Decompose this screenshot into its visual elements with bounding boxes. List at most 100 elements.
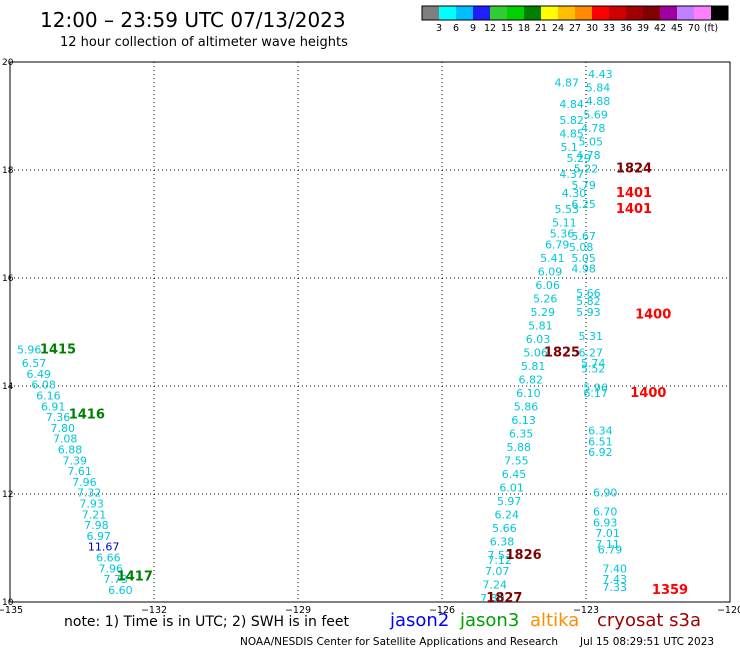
colorbar-border	[421, 5, 729, 21]
colorbar-label: 24	[552, 23, 564, 34]
pass-time-label: 1825	[544, 345, 580, 360]
pass-time-label: 1359	[652, 583, 688, 598]
wave-height-point: 6.57	[22, 357, 47, 370]
wave-height-point: 4.88	[586, 95, 611, 108]
wave-height-point: 7.53	[487, 549, 512, 562]
wave-height-point: 7.40	[603, 562, 628, 575]
wave-height-point: 5.97	[497, 495, 522, 508]
mission-jason3: jason3	[459, 610, 519, 631]
x-tick-label: −126	[429, 605, 455, 616]
wave-height-point: 6.92	[588, 446, 613, 459]
wave-height-point: 6.13	[511, 414, 536, 427]
wave-height-point: 5.74	[581, 357, 606, 370]
wave-height-point: 7.12	[487, 554, 512, 567]
pass-time-label: 1400	[635, 308, 671, 323]
colorbar-label: (ft)	[704, 23, 718, 34]
mission-jason2: jason2	[389, 610, 449, 631]
colorbar-label: 3	[436, 23, 442, 34]
wave-height-point: 5.96	[17, 344, 42, 357]
y-tick-label: 10	[2, 598, 14, 608]
wave-height-point: 5.36	[550, 228, 575, 241]
pass-time-label: 1416	[69, 407, 105, 422]
wave-height-point: 5.08	[569, 241, 594, 254]
y-tick-label: 16	[2, 274, 14, 284]
mission-altika: altika	[530, 610, 579, 631]
colorbar-label: 70	[688, 23, 700, 34]
chart-title: 12:00 – 23:59 UTC 07/13/2023	[40, 8, 346, 32]
y-tick-label: 14	[2, 382, 14, 392]
wave-height-point: 7.80	[51, 422, 76, 435]
wave-height-point: 4.78	[576, 149, 601, 162]
wave-height-point: 5.66	[492, 522, 517, 535]
colorbar-swatch	[473, 6, 490, 20]
wave-height-point: 5.11	[552, 217, 577, 230]
wave-height-point: 4.43	[588, 68, 613, 81]
wave-height-point: 4.85	[559, 128, 584, 141]
wave-height-point: 4.37	[559, 168, 584, 181]
x-tick-label: −135	[0, 605, 23, 616]
wave-height-point: 5.31	[579, 330, 604, 343]
colorbar-swatch	[609, 6, 626, 20]
colorbar-swatch	[541, 6, 558, 20]
wave-height-point: 6.25	[571, 198, 596, 211]
colorbar-swatch	[694, 6, 711, 20]
colorbar-swatch	[524, 6, 541, 20]
wave-height-point: 5.69	[583, 109, 608, 122]
wave-height-point: 5.86	[514, 400, 539, 413]
colorbar-label: 39	[637, 23, 649, 34]
wave-height-point: 6.45	[502, 468, 527, 481]
colorbar-swatch	[507, 6, 524, 20]
pass-time-label: 1415	[40, 343, 76, 358]
chart-subtitle: 12 hour collection of altimeter wave hei…	[60, 35, 348, 50]
wave-height-point: 6.60	[108, 584, 133, 597]
wave-height-point: 6.01	[499, 481, 524, 494]
colorbar-label: 6	[453, 23, 459, 34]
wave-height-point: 7.96	[72, 476, 97, 489]
wave-height-point: 6.91	[41, 400, 66, 413]
wave-height-point: 5.82	[559, 114, 584, 127]
x-tick-label: −123	[573, 605, 599, 616]
wave-height-point: 5.81	[528, 319, 553, 332]
wave-height-point: 6.10	[516, 387, 541, 400]
wave-height-point: 6.08	[31, 379, 56, 392]
colorbar-swatch	[592, 6, 609, 20]
colorbar-label: 45	[671, 23, 683, 34]
wave-height-point: 5.26	[533, 292, 558, 305]
wave-height-point: 5.52	[581, 363, 606, 376]
pass-time-label: 1827	[486, 591, 522, 606]
wave-height-point: 4.78	[581, 122, 606, 135]
wave-height-point: 5.29	[531, 306, 556, 319]
wave-height-point: 7.24	[483, 579, 508, 592]
colorbar-label: 12	[484, 23, 496, 34]
colorbar-label: 42	[654, 23, 666, 34]
x-tick-label: −129	[285, 605, 311, 616]
colorbar-label: 21	[535, 23, 547, 34]
wave-height-point: 6.79	[545, 238, 570, 251]
wave-height-point: 11.67	[88, 541, 120, 554]
wave-height-point: 5.88	[507, 441, 532, 454]
grid-lines	[10, 62, 730, 602]
colorbar-label: 15	[501, 23, 513, 34]
colorbar-label: 27	[569, 23, 581, 34]
colorbar-label: 30	[586, 23, 598, 34]
wave-height-point: 5.67	[571, 230, 596, 243]
wave-height-point: 5.93	[576, 306, 601, 319]
wave-height-point: 5.53	[555, 203, 580, 216]
colorbar-label: 36	[620, 23, 632, 34]
pass-time-label: 1401	[616, 202, 652, 217]
wave-height-point: 5.29	[567, 152, 592, 165]
wave-height-point: 4.30	[562, 187, 587, 200]
wave-height-point: 4.87	[555, 76, 580, 89]
wave-height-point: 7.32	[77, 487, 102, 500]
wave-height-point: 5.06	[523, 346, 548, 359]
wave-height-point: 7.55	[504, 454, 529, 467]
wave-height-point: 5.05	[579, 136, 604, 149]
wave-height-point: 6.97	[87, 530, 112, 543]
footer: note: 1) Time is in UTC; 2) SWH is in fe…	[64, 610, 714, 648]
wave-height-point: 7.11	[595, 538, 620, 551]
wave-height-point: 6.51	[588, 435, 613, 448]
header: 12:00 – 23:59 UTC 07/13/2023 12 hour col…	[40, 8, 348, 50]
wave-height-point: 7.61	[67, 465, 92, 478]
